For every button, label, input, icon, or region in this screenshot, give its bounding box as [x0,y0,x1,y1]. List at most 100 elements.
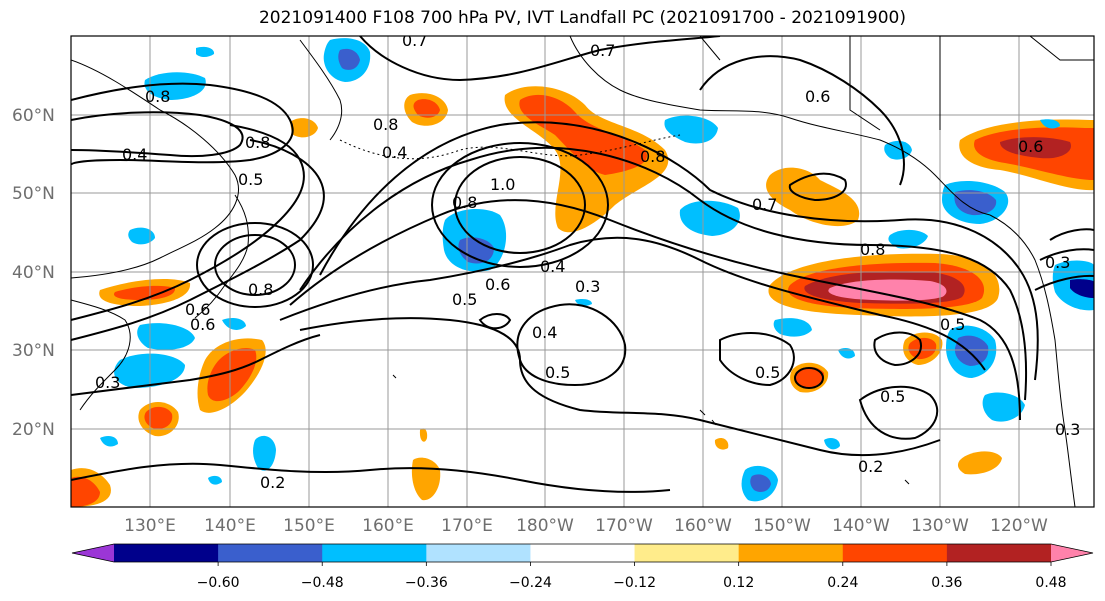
colorbar-tick-label: −0.60 [197,575,240,591]
lon-label: 130°E [124,516,176,536]
contour-line [71,334,321,396]
colorbar-segment [218,544,323,562]
lon-label: 150°E [283,516,335,536]
negative-anomaly-region [137,323,195,350]
contour-label: 0.6 [1018,137,1043,156]
contour-label: 0.2 [858,457,883,476]
contour-label: 0.2 [260,473,285,492]
positive-anomaly-region [794,366,825,388]
negative-anomaly-region [100,436,118,447]
colorbar-segment [946,544,1052,562]
contour-line [699,55,905,186]
colorbar-outline [71,543,1094,563]
contour-label: 0.5 [880,387,905,406]
contour-label: 0.3 [1045,253,1070,272]
plot-frame [70,35,1095,508]
colorbar-tick-label: 0.24 [827,575,858,591]
contour-line [478,313,512,330]
contour-label: 0.6 [190,315,215,334]
lon-label: 120°W [990,516,1048,536]
positive-anomaly-region [419,428,428,442]
contour-label: 0.8 [640,147,665,166]
longitude-labels: 130°E 140°E 150°E 160°E 170°E 180°W 170°… [124,516,1048,536]
contour-label: 0.5 [545,363,570,382]
colorbar-tick-label: −0.48 [301,575,344,591]
contour-line [788,172,847,202]
negative-anomaly-region [750,474,771,492]
positive-anomaly-region [766,167,860,227]
contour-label: 0.7 [590,41,615,60]
contour-line [858,385,939,440]
contour-label: 0.5 [238,170,263,189]
map-title: 2021091400 F108 700 hPa PV, IVT Landfall… [258,8,906,28]
contour-label: 0.8 [373,115,398,134]
colorbar-tick-label: −0.12 [613,575,656,591]
contour-line [873,331,922,367]
positive-anomaly-region [828,279,947,301]
contour-label: 0.6 [185,300,210,319]
coastline-kamchatka [299,39,343,141]
contour-label: 0.8 [860,240,885,259]
contour-label: 0.4 [532,323,557,342]
lon-label: 170°W [595,516,653,536]
lon-label: 140°E [204,516,256,536]
contour-line [289,199,1021,421]
coastline-korea-china [71,299,131,411]
contour-line [431,142,609,268]
lat-label: 50°N [12,184,55,204]
contour-line [214,234,296,296]
contour-line [1034,228,1094,291]
lon-label: 160°E [362,516,414,536]
negative-anomaly-region [1040,119,1060,129]
contour-line [71,111,244,158]
lat-label: 40°N [12,263,55,283]
contour-line [299,317,941,457]
coastline-japan [194,194,249,319]
contour-line [279,236,986,371]
colorbar-segment [738,544,844,562]
contour-line [71,462,671,493]
lon-label: 160°W [674,516,732,536]
contour-line [299,146,1028,401]
contour-label: 0.6 [805,87,830,106]
contour-line [359,36,721,82]
contour-line [319,121,1039,381]
colorbar-extend-min [72,544,114,562]
positive-anomaly-region [290,118,318,138]
coastlines [71,36,1094,507]
contour-label: 0.4 [540,257,565,276]
shaded-anomaly-layer [71,38,1094,507]
positive-anomaly-region [1000,137,1071,159]
latitude-labels: 60°N 50°N 40°N 30°N 20°N [12,106,55,440]
contour-label: 0.7 [402,31,427,50]
contour-label: 0.7 [752,195,777,214]
colorbar-segment [530,544,636,562]
negative-anomaly-region [954,335,989,366]
lat-label: 30°N [12,341,55,361]
negative-anomaly-region [144,72,206,100]
negative-anomaly-region [196,46,215,57]
contour-label: 0.4 [382,143,407,162]
coastline-canada-north [699,36,1094,131]
contour-labels: 0.7 0.7 0.8 0.8 0.4 0.8 0.5 0.4 0.8 1.0 … [95,31,1080,492]
negative-anomaly-region [773,318,812,337]
contour-label: 0.3 [575,277,600,296]
colorbar-segment [114,544,219,562]
negative-anomaly-region [128,227,155,245]
colorbar-segment [634,544,740,562]
contour-label: 0.6 [485,275,510,294]
contour-label: 0.8 [452,193,477,212]
positive-anomaly-region [413,99,440,118]
colorbar-tick-label: 0.12 [723,575,754,591]
lat-label: 60°N [12,106,55,126]
colorbar-tick-label: −0.36 [405,575,448,591]
contour-line [794,367,824,389]
contour-label: 0.3 [95,373,120,392]
colorbar-segment [842,544,948,562]
coastline-asia [71,59,239,279]
colorbar-tick-label: −0.24 [509,575,552,591]
lon-label: 150°W [753,516,811,536]
lat-label: 20°N [12,420,55,440]
negative-anomaly-region [679,200,740,236]
positive-anomaly-region [114,285,176,300]
